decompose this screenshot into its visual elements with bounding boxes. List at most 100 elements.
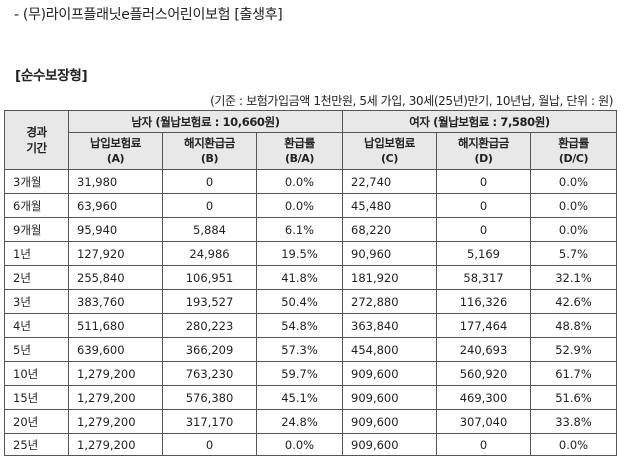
rate-male-cell: 54.8% (256, 313, 343, 338)
premium-female-cell: 454,800 (342, 337, 437, 362)
period-cell: 9개월 (4, 217, 69, 242)
period-cell: 25년 (4, 433, 69, 456)
refund-female-cell: 116,326 (436, 289, 531, 314)
premium-female-cell: 90,960 (342, 241, 437, 266)
premium-male-cell: 383,760 (68, 289, 163, 314)
rate-female-cell: 52.9% (530, 337, 617, 362)
refund-male-cell: 0 (162, 193, 257, 218)
rate-female-cell: 48.8% (530, 313, 617, 338)
refund-female-cell: 177,464 (436, 313, 531, 338)
premium-male-cell: 95,940 (68, 217, 163, 242)
premium-female-cell: 909,600 (342, 361, 437, 386)
premium-male-cell: 255,840 (68, 265, 163, 290)
refund-male-cell: 0 (162, 169, 257, 194)
premium-male-cell: 511,680 (68, 313, 163, 338)
table-row: 3개월 31,980 0 0.0% 22,740 0 0.0% (4, 169, 617, 194)
refund-female-cell: 0 (436, 433, 531, 456)
premium-male-cell: 127,920 (68, 241, 163, 266)
refund-male-cell: 0 (162, 433, 257, 456)
refund-male-cell: 763,230 (162, 361, 257, 386)
refund-male-cell: 317,170 (162, 409, 257, 434)
rate-female-cell: 0.0% (530, 169, 617, 194)
rate-female-cell: 5.7% (530, 241, 617, 266)
rate-male-cell: 24.8% (256, 409, 343, 434)
refund-male-cell: 24,986 (162, 241, 257, 266)
refund-male-cell: 106,951 (162, 265, 257, 290)
table-row: 5년 639,600 366,209 57.3% 454,800 240,693 52.9% (4, 337, 617, 362)
refund-female-cell: 0 (436, 217, 531, 242)
premium-male-cell: 639,600 (68, 337, 163, 362)
criteria-note: (기준 : 보험가입금액 1천만원, 5세 가입, 30세(25년)만기, 10… (210, 94, 613, 108)
rate-male-cell: 41.8% (256, 265, 343, 290)
column-header: 납입보험료 (A) (68, 132, 163, 170)
table-header-row-columns: 납입보험료 (A) 해지환급금 (B) 환급률 (B/A) 납입보험료 (C) 해지환급… (5, 132, 617, 170)
premium-male-cell: 1,279,200 (68, 433, 163, 456)
table-header-row-groups: 경과 기간 남자 (월납보험료 : 10,660원) 여자 (월납보험료 : 7… (4, 110, 617, 170)
refund-male-cell: 366,209 (162, 337, 257, 362)
refund-female-cell: 560,920 (436, 361, 531, 386)
male-group-header: 남자 (월납보험료 : 10,660원) (68, 110, 343, 133)
refund-female-cell: 5,169 (436, 241, 531, 266)
female-group-header: 여자 (월납보험료 : 7,580원) (342, 110, 617, 133)
premium-female-cell: 272,880 (342, 289, 437, 314)
rate-female-cell: 0.0% (530, 217, 617, 242)
rate-female-cell: 32.1% (530, 265, 617, 290)
table-row: 9개월 95,940 5,884 6.1% 68,220 0 0.0% (4, 217, 617, 242)
refund-male-cell: 193,527 (162, 289, 257, 314)
table-row: 15년 1,279,200 576,380 45.1% 909,600 469,300 51… (4, 385, 617, 410)
premium-male-cell: 1,279,200 (68, 385, 163, 410)
premium-male-cell: 1,279,200 (68, 361, 163, 386)
column-header: 납입보험료 (C) (342, 132, 437, 170)
premium-male-cell: 1,279,200 (68, 409, 163, 434)
rate-male-cell: 0.0% (256, 169, 343, 194)
column-header: 환급률 (B/A) (256, 132, 343, 170)
section-title: [순수보장형] (15, 68, 88, 84)
period-cell: 5년 (4, 337, 69, 362)
premium-male-cell: 63,960 (68, 193, 163, 218)
column-header: 해지환급금 (B) (162, 132, 257, 170)
product-line-heading: - (무)라이프플래닛e플러스어린이보험 [출생후] (14, 7, 283, 23)
period-cell: 10년 (4, 361, 69, 386)
period-cell: 15년 (4, 385, 69, 410)
rate-female-cell: 0.0% (530, 433, 617, 456)
refund-female-cell: 240,693 (436, 337, 531, 362)
column-header: 환급률 (D/C) (530, 132, 617, 170)
refund-female-cell: 58,317 (436, 265, 531, 290)
premium-female-cell: 363,840 (342, 313, 437, 338)
period-header: 경과 기간 (4, 110, 69, 170)
premium-male-cell: 31,980 (68, 169, 163, 194)
refund-female-cell: 469,300 (436, 385, 531, 410)
rate-female-cell: 42.6% (530, 289, 617, 314)
premium-female-cell: 22,740 (342, 169, 437, 194)
period-header-line2: 기간 (26, 141, 47, 155)
rate-male-cell: 59.7% (256, 361, 343, 386)
refund-male-cell: 576,380 (162, 385, 257, 410)
rate-male-cell: 0.0% (256, 193, 343, 218)
table-row: 4년 511,680 280,223 54.8% 363,840 177,464 48.8% (4, 313, 617, 338)
refund-male-cell: 280,223 (162, 313, 257, 338)
column-header: 해지환급금 (D) (436, 132, 531, 170)
refund-female-cell: 0 (436, 193, 531, 218)
rate-male-cell: 45.1% (256, 385, 343, 410)
premium-female-cell: 68,220 (342, 217, 437, 242)
rate-male-cell: 57.3% (256, 337, 343, 362)
rate-female-cell: 33.8% (530, 409, 617, 434)
rate-male-cell: 19.5% (256, 241, 343, 266)
period-cell: 4년 (4, 313, 69, 338)
premium-female-cell: 181,920 (342, 265, 437, 290)
premium-female-cell: 909,600 (342, 409, 437, 434)
table-body: 3개월 31,980 0 0.0% 22,740 0 0.0% 6개월 63,960 0 0.0% 4… (4, 169, 617, 456)
rate-female-cell: 61.7% (530, 361, 617, 386)
refund-table: 경과 기간 남자 (월납보험료 : 10,660원) 여자 (월납보험료 : 7… (4, 110, 617, 456)
period-cell: 6개월 (4, 193, 69, 218)
premium-female-cell: 909,600 (342, 385, 437, 410)
premium-female-cell: 45,480 (342, 193, 437, 218)
period-cell: 20년 (4, 409, 69, 434)
refund-female-cell: 307,040 (436, 409, 531, 434)
period-cell: 1년 (4, 241, 69, 266)
rate-male-cell: 50.4% (256, 289, 343, 314)
premium-female-cell: 909,600 (342, 433, 437, 456)
table-row: 10년 1,279,200 763,230 59.7% 909,600 560,920 61… (4, 361, 617, 386)
table-row: 6개월 63,960 0 0.0% 45,480 0 0.0% (4, 193, 617, 218)
rate-male-cell: 6.1% (256, 217, 343, 242)
